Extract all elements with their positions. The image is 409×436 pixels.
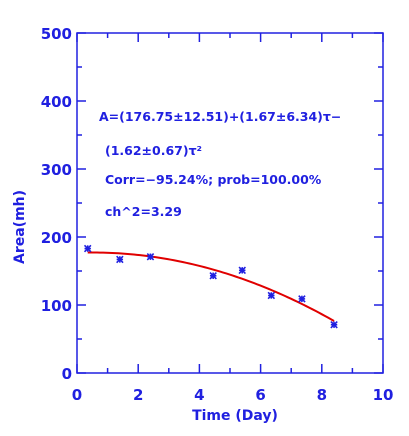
x-tick-label: 2 <box>133 386 143 404</box>
data-point <box>116 255 124 264</box>
data-point <box>267 291 276 300</box>
x-tick-label: 4 <box>194 386 204 404</box>
x-tick-label: 10 <box>373 386 394 404</box>
y-tick-label: 100 <box>41 297 72 315</box>
data-point <box>238 266 247 275</box>
fit-curve <box>87 251 335 322</box>
x-tick-label: 8 <box>317 386 327 404</box>
data-point <box>298 295 306 303</box>
y-tick-label: 0 <box>62 365 72 383</box>
x-axis-title: Time (Day) <box>192 408 278 424</box>
y-tick-label: 500 <box>41 25 72 43</box>
annotation-fit-equation-line1: A=(176.75±12.51)+(1.67±6.34)τ− <box>99 109 341 124</box>
x-axis: 0 2 4 6 8 10 <box>72 33 394 404</box>
data-point <box>146 252 155 261</box>
data-point <box>209 271 217 280</box>
y-tick-label: 300 <box>41 161 72 179</box>
y-axis: 0 100 200 300 400 500 <box>41 25 383 383</box>
data-point <box>330 320 338 329</box>
data-point <box>83 244 92 253</box>
data-points <box>83 244 338 329</box>
y-tick-label: 200 <box>41 229 72 247</box>
x-tick-label: 6 <box>255 386 265 404</box>
x-tick-label: 0 <box>72 386 82 404</box>
y-axis-title: Area(mh) <box>12 190 28 264</box>
annotation-chi-square: ch^2=3.29 <box>105 204 182 219</box>
y-tick-label: 400 <box>41 93 72 111</box>
annotation-correlation: Corr=−95.24%; prob=100.00% <box>105 172 322 187</box>
annotation-fit-equation-line2: (1.62±0.67)τ² <box>105 143 202 158</box>
